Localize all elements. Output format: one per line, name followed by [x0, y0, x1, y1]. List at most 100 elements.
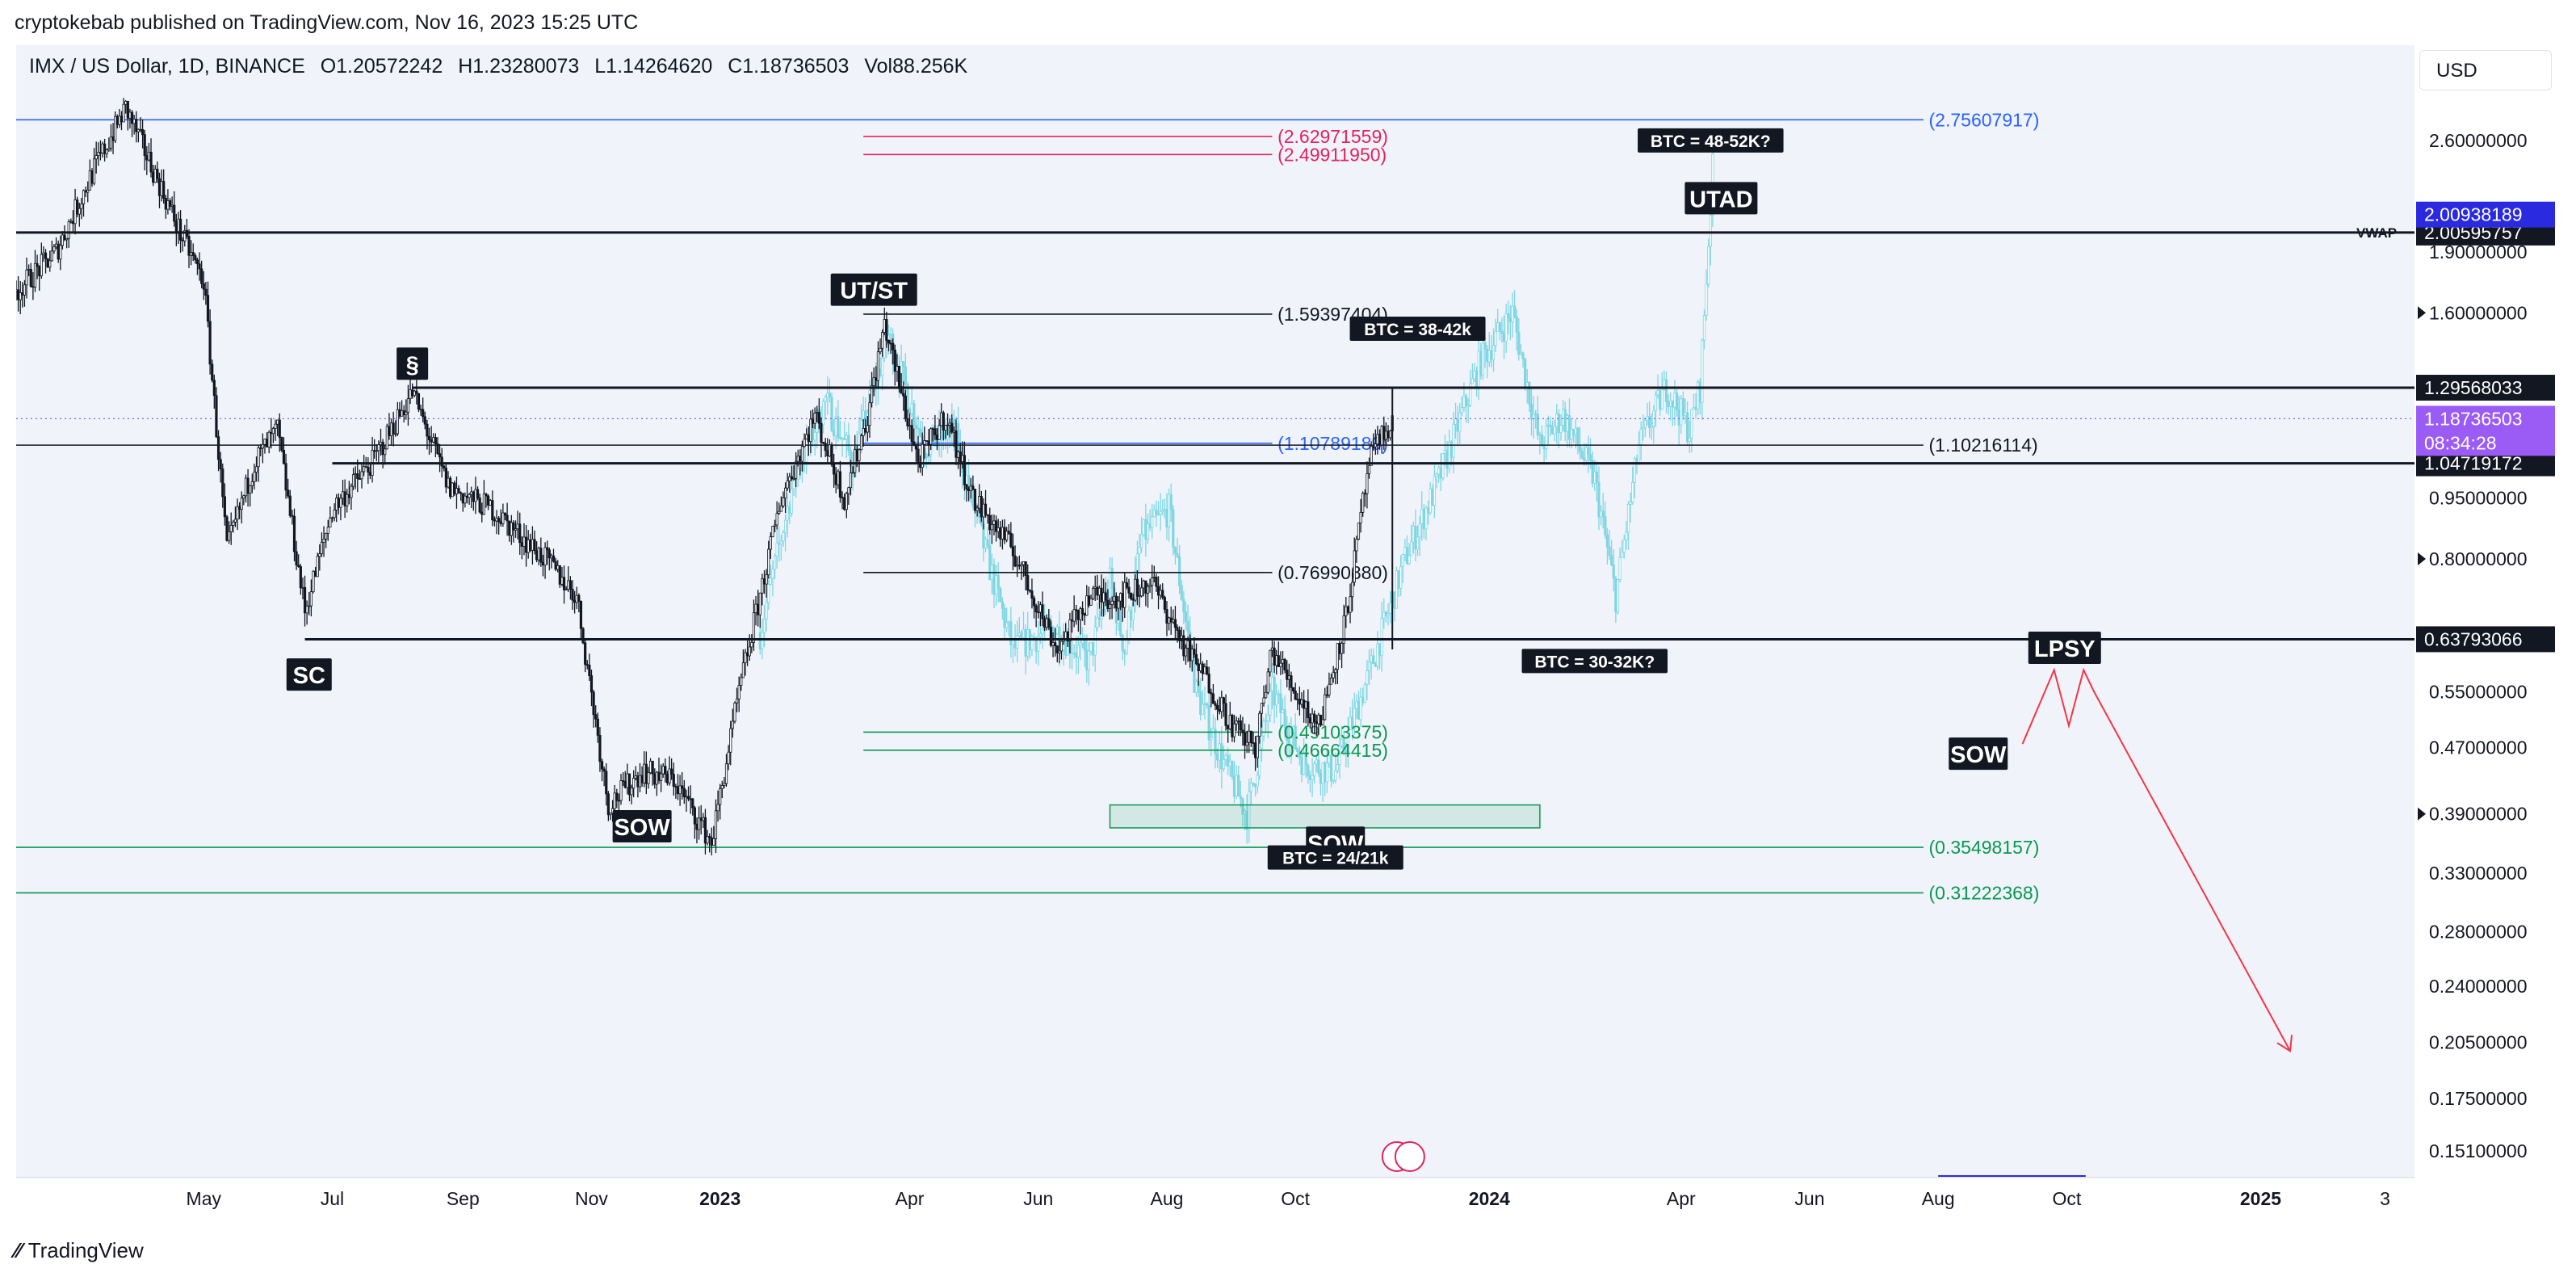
- price-candle-body: [90, 170, 94, 184]
- price-candle-body: [952, 430, 955, 433]
- projection-candle-body: [1583, 457, 1586, 461]
- projection-candle-body: [1517, 331, 1521, 355]
- price-candle-body: [480, 511, 484, 515]
- price-candle-body: [748, 646, 751, 657]
- projection-candle-body: [1464, 395, 1468, 407]
- price-candle-body: [837, 471, 840, 485]
- projection-candle-body: [845, 435, 848, 439]
- price-candle-body: [845, 493, 848, 510]
- price-candle-body: [1070, 619, 1074, 622]
- price-candle-body: [200, 268, 203, 284]
- price-candle-body: [1085, 595, 1089, 616]
- price-candle-body: [1304, 701, 1307, 709]
- price-candle-body: [879, 347, 882, 352]
- price-candle-body: [1273, 647, 1276, 666]
- price-candle-body: [771, 526, 774, 538]
- price-candle-body: [783, 487, 787, 498]
- phase-label-box[interactable]: [830, 273, 917, 306]
- tradingview-logo[interactable]: ⁄⁄ TradingView: [15, 1238, 144, 1263]
- price-candle-body: [737, 685, 740, 699]
- x-tick-label: May: [187, 1188, 222, 1209]
- btc-note-box[interactable]: [1267, 845, 1403, 870]
- price-candle-body: [1013, 555, 1017, 567]
- price-candle-body: [160, 181, 163, 196]
- price-candle-body: [543, 547, 547, 565]
- price-candle-body: [982, 503, 985, 518]
- phase-label-box[interactable]: [1684, 182, 1758, 215]
- phase-label-box[interactable]: [1949, 737, 2008, 771]
- price-candle-body: [813, 413, 816, 424]
- us-flag-icon[interactable]: [1394, 1141, 1425, 1172]
- price-candle-body: [254, 466, 258, 473]
- price-candle-body: [1336, 643, 1339, 670]
- tradingview-mark-icon: ⁄⁄: [15, 1238, 22, 1262]
- price-candle-body: [282, 450, 286, 464]
- chart-area[interactable]: (2.75607917) (2.62971559) (2.49911950) (1.5…: [16, 45, 2576, 1244]
- phase-label-box[interactable]: [612, 809, 672, 842]
- price-candle-body: [1281, 659, 1285, 664]
- price-candle-body: [436, 443, 439, 455]
- price-candle-body: [719, 788, 722, 805]
- x-tick-label: Apr: [896, 1188, 925, 1209]
- price-candle-body: [468, 494, 471, 498]
- symbol-name[interactable]: IMX / US Dollar, 1D, BINANCE: [29, 55, 305, 78]
- key-level-price: 1.04719172: [2424, 453, 2523, 474]
- price-candle-body: [508, 520, 511, 536]
- price-candle-body: [699, 817, 703, 821]
- price-candle-body: [405, 411, 408, 415]
- price-candle-body: [589, 675, 594, 693]
- phase-label-box[interactable]: [396, 347, 429, 380]
- projection-candle-body: [1093, 627, 1097, 656]
- price-candle-body: [1291, 687, 1295, 691]
- price-candle-body: [1224, 703, 1227, 726]
- projection-arrow-line[interactable]: [2021, 667, 2291, 1052]
- price-candle-body: [1241, 729, 1244, 733]
- price-candle-body: [465, 495, 469, 498]
- price-candle-body: [875, 377, 878, 381]
- currency-button[interactable]: USD: [2419, 50, 2552, 90]
- projection-candle-body: [940, 424, 943, 439]
- price-candle-body: [994, 520, 998, 532]
- btc-note-label: BTC = 24/21k: [1282, 850, 1389, 868]
- price-candle-body: [1260, 703, 1264, 714]
- projection-candle-body: [1005, 622, 1009, 628]
- x-tick-label: 2025: [2240, 1188, 2281, 1209]
- btc-note-box[interactable]: [1521, 649, 1668, 674]
- key-level-tag: [2416, 375, 2555, 401]
- y-tick-label: 0.15100000: [2429, 1140, 2528, 1161]
- btc-note-box[interactable]: [1349, 316, 1486, 341]
- projection-candle-body: [1182, 598, 1185, 612]
- projection-candle-body: [1363, 683, 1366, 704]
- projection-candle-body: [841, 437, 844, 439]
- price-candle-body: [917, 448, 920, 463]
- projection-candle-body: [988, 545, 992, 581]
- projection-candle-body: [824, 397, 827, 402]
- accumulation-box[interactable]: [1109, 804, 1541, 829]
- projection-candle-body: [914, 425, 918, 429]
- projection-candle-body: [1281, 709, 1285, 713]
- price-candle-body: [459, 492, 463, 494]
- price-marker-countdown: 08:34:28: [2424, 432, 2497, 453]
- price-candle-body: [257, 447, 260, 468]
- price-candle-body: [769, 536, 772, 550]
- projection-candle-body: [1709, 214, 1712, 247]
- btc-note-box[interactable]: [1638, 128, 1784, 153]
- price-candle-body: [1059, 640, 1064, 652]
- phase-label-box[interactable]: [286, 658, 332, 691]
- price-candle-body: [686, 796, 690, 800]
- price-candle-body: [632, 778, 636, 789]
- phase-label-box[interactable]: [2028, 631, 2101, 664]
- projection-candle-body: [1401, 554, 1404, 568]
- projection-candle-body: [1443, 450, 1447, 454]
- projection-candle-body: [1286, 726, 1289, 741]
- price-candle-body: [1055, 645, 1059, 653]
- price-candle-body: [1083, 613, 1086, 616]
- ohlc-high: H1.23280073: [458, 55, 580, 78]
- price-candle-body: [270, 431, 273, 435]
- price-candle-body: [851, 472, 854, 474]
- price-chart[interactable]: (2.75607917)(2.62971559)(2.49911950)(1.5…: [16, 45, 2576, 1244]
- projection-candle-body: [773, 555, 777, 570]
- price-candle-body: [1389, 430, 1392, 439]
- price-candle-body: [242, 495, 245, 499]
- price-candle-body: [295, 551, 298, 566]
